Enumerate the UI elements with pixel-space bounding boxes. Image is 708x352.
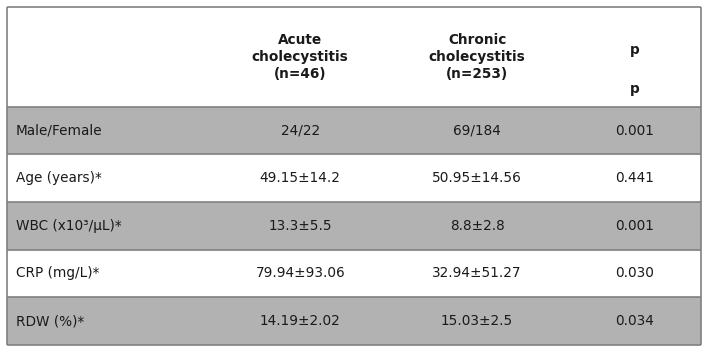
Text: Male/Female: Male/Female [16,124,102,138]
Text: WBC (x10³/μL)*: WBC (x10³/μL)* [16,219,121,233]
Bar [569,155,701,202]
Text: p: p [630,82,640,96]
Text: p: p [630,43,640,57]
Bar [385,155,569,202]
Text: Chronic
cholecystitis
(n=253): Chronic cholecystitis (n=253) [429,33,525,81]
Bar [215,250,385,297]
Bar [385,107,569,155]
Bar [569,297,701,345]
Text: Age (years)*: Age (years)* [16,171,101,185]
Bar [385,7,569,107]
Bar [7,7,215,107]
Bar [569,107,701,155]
Text: 69/184: 69/184 [453,124,501,138]
Text: 0.441: 0.441 [615,171,654,185]
Bar [385,297,569,345]
Text: RDW (%)*: RDW (%)* [16,314,84,328]
Bar [569,7,701,107]
Text: 15.03±2.5: 15.03±2.5 [441,314,513,328]
Text: 24/22: 24/22 [280,124,320,138]
Bar [569,202,701,250]
Text: 8.8±2.8: 8.8±2.8 [450,219,505,233]
Text: 79.94±93.06: 79.94±93.06 [256,266,345,281]
Text: CRP (mg/L)*: CRP (mg/L)* [16,266,99,281]
Bar [215,297,385,345]
Bar [7,155,215,202]
Text: Acute
cholecystitis
(n=46): Acute cholecystitis (n=46) [252,33,348,81]
Text: 13.3±5.5: 13.3±5.5 [268,219,332,233]
Text: 0.034: 0.034 [615,314,654,328]
Text: 50.95±14.56: 50.95±14.56 [433,171,522,185]
Bar [385,250,569,297]
Bar [215,107,385,155]
Bar [7,202,215,250]
Text: 32.94±51.27: 32.94±51.27 [433,266,522,281]
Text: 0.001: 0.001 [615,219,654,233]
Bar [215,202,385,250]
Bar [7,250,215,297]
Bar [385,202,569,250]
Text: 14.19±2.02: 14.19±2.02 [260,314,341,328]
Bar [7,107,215,155]
Text: 0.030: 0.030 [615,266,654,281]
Bar [215,155,385,202]
Text: 0.001: 0.001 [615,124,654,138]
Bar [7,297,215,345]
Text: 49.15±14.2: 49.15±14.2 [260,171,341,185]
Bar [569,250,701,297]
Bar [215,7,385,107]
